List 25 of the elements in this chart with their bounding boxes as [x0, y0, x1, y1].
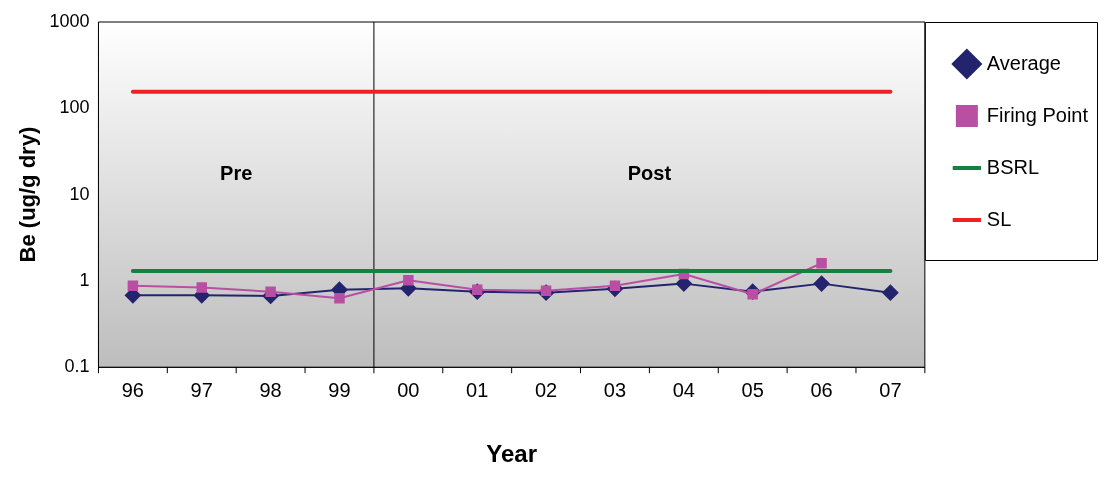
- annotation: Pre: [220, 162, 253, 185]
- y-tick-label: 1: [79, 269, 90, 290]
- x-tick-label: 97: [190, 378, 213, 401]
- legend-label: SL: [986, 207, 1012, 230]
- y-tick-label: 1000: [49, 10, 90, 31]
- x-tick-label: 96: [121, 378, 144, 401]
- x-tick-label: 03: [603, 378, 627, 401]
- x-tick-label: 07: [879, 378, 902, 401]
- annotation: Post: [627, 162, 672, 185]
- legend-label: BSRL: [986, 155, 1040, 178]
- y-tick-label: 100: [59, 97, 90, 118]
- x-tick-label: 05: [741, 378, 764, 401]
- x-tick-label: 02: [534, 378, 558, 401]
- x-tick-label: 00: [397, 378, 420, 401]
- y-tick-label: 10: [69, 183, 90, 204]
- y-axis-title: Be (ug/g dry): [15, 126, 41, 263]
- legend-label: Firing Point: [986, 103, 1089, 126]
- x-tick-label: 04: [672, 378, 695, 401]
- x-tick-label: 01: [466, 378, 489, 401]
- x-tick-label: 98: [259, 378, 282, 401]
- x-axis-title: Year: [486, 440, 537, 468]
- x-tick-label: 06: [810, 378, 833, 401]
- y-tick-label: 0.1: [64, 356, 90, 377]
- legend-label: Average: [986, 51, 1061, 74]
- x-tick-label: 99: [328, 378, 351, 401]
